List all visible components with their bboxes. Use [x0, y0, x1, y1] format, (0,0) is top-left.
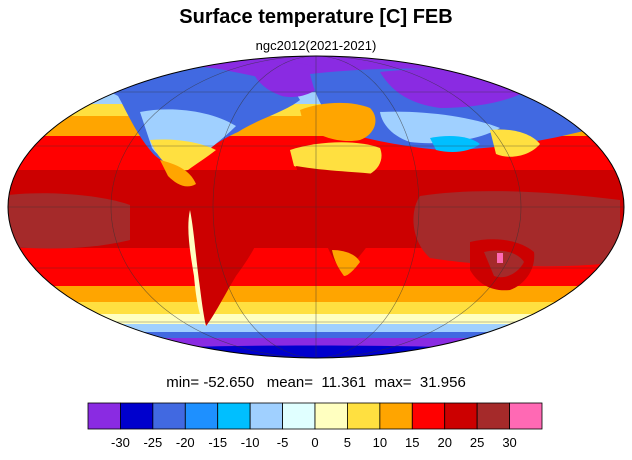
east-asia — [490, 129, 540, 157]
colorbar-box — [87, 402, 121, 430]
colorbar-tick-label: -25 — [143, 435, 162, 450]
colorbar-tick-label: 15 — [405, 435, 419, 450]
hot-spot — [497, 253, 503, 263]
tibetan-plateau — [430, 136, 480, 152]
west-pacific-warm-pool — [413, 191, 620, 267]
colorbar-tick-label: 10 — [373, 435, 387, 450]
max-value: 31.956 — [419, 374, 466, 391]
colorbar-tick-label: 20 — [437, 435, 451, 450]
colorbar-boxes — [87, 402, 543, 430]
colorbar-tick-label: -10 — [241, 435, 260, 450]
europe — [300, 102, 376, 142]
min-value: -52.650 — [203, 374, 255, 391]
plot-subtitle: ngc2012(2021-2021) — [255, 38, 377, 53]
colorbar-box — [184, 402, 219, 430]
mexico — [160, 160, 196, 187]
colorbar-ticks: -30 -25 -20 -15 -10 -5 0 5 10 15 20 25 30 — [111, 435, 517, 450]
colorbar-box — [120, 402, 154, 430]
min-label: min= — [166, 374, 200, 391]
colorbar-box — [347, 402, 381, 430]
colorbar-tick-label: -30 — [111, 435, 130, 450]
colorbar-box — [509, 402, 543, 430]
colorbar-tick-label: -20 — [176, 435, 195, 450]
colorbar-tick-label: 25 — [470, 435, 484, 450]
colorbar-box — [249, 402, 283, 430]
colorbar-box — [379, 402, 413, 430]
mean-value: 11.361 — [321, 374, 367, 391]
plot-title: Surface temperature [C] FEB — [179, 6, 453, 28]
colorbar-box — [314, 402, 348, 430]
central-asia — [380, 111, 500, 144]
sahara — [290, 142, 382, 175]
graticule-meridian-60 — [212, 56, 420, 358]
colorbar-box — [411, 402, 446, 430]
colorbar-box — [444, 402, 478, 430]
colorbar-box — [217, 402, 251, 430]
south-america — [189, 194, 263, 326]
colorbar-tick-label: -5 — [277, 435, 289, 450]
southern-africa — [332, 250, 360, 276]
colorbar-tick-label: 0 — [311, 435, 318, 450]
colorbar-box — [282, 402, 316, 430]
statistics-line: min= -52.650 mean= 11.361 max= 31.956 — [0, 374, 632, 391]
max-label: max= — [374, 374, 412, 391]
colorbar-box — [476, 402, 510, 430]
africa — [296, 166, 392, 272]
australia-interior — [484, 250, 524, 278]
colorbar-tick-label: 5 — [344, 435, 351, 450]
graticule-meridian-120 — [110, 56, 522, 358]
greenland — [250, 61, 330, 98]
mean-label: mean= — [266, 374, 313, 391]
globe-outline — [7, 55, 625, 359]
colorbar-tick-label: 30 — [502, 435, 516, 450]
colorbar-tick-label: -15 — [208, 435, 227, 450]
colorbar-box — [152, 402, 186, 430]
